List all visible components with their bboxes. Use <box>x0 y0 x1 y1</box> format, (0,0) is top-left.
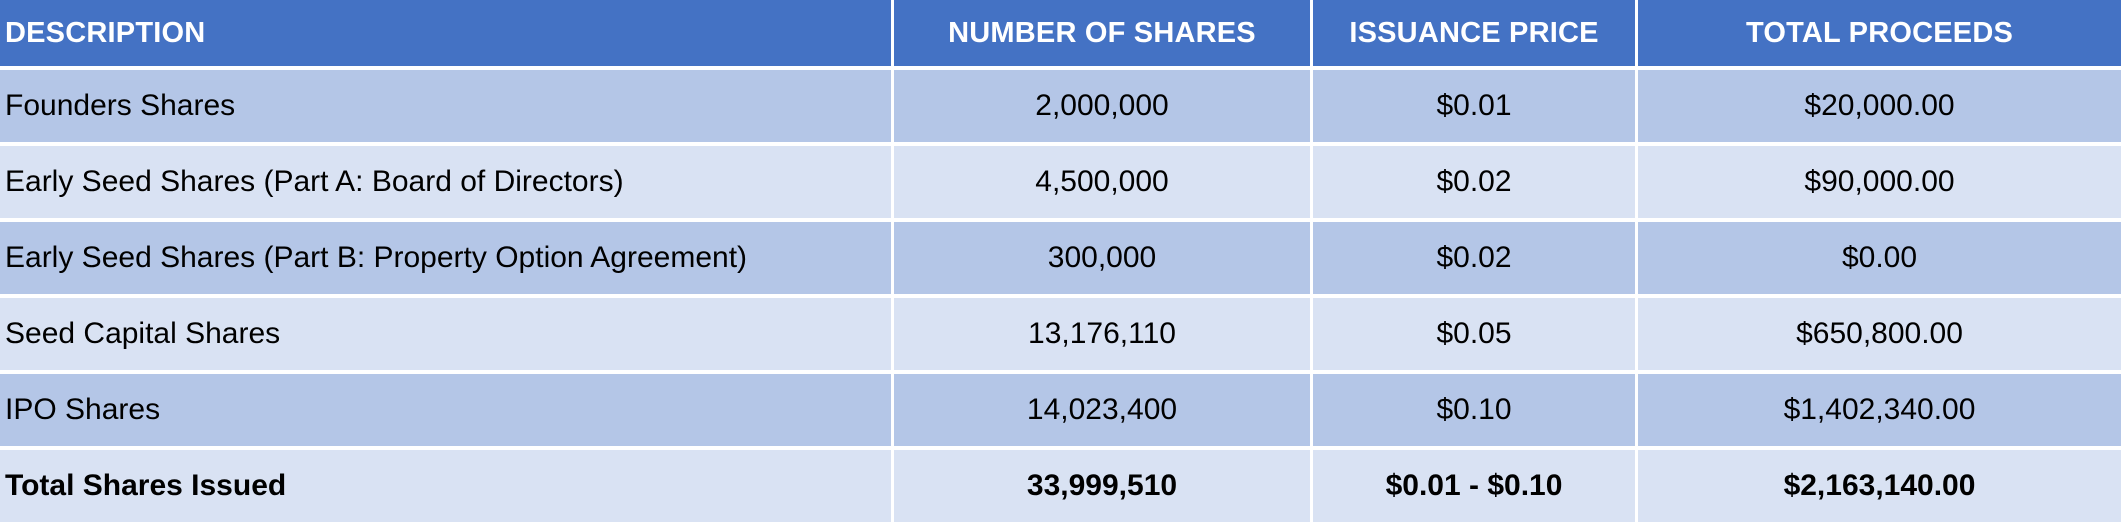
cell-description: Early Seed Shares (Part B: Property Opti… <box>0 222 894 298</box>
table-body: Founders Shares 2,000,000 $0.01 $20,000.… <box>0 70 2121 522</box>
cell-number-of-shares: 14,023,400 <box>894 374 1313 450</box>
cell-number-of-shares: 300,000 <box>894 222 1313 298</box>
cell-issuance-price: $0.05 <box>1313 298 1638 374</box>
cell-description: IPO Shares <box>0 374 894 450</box>
cell-number-of-shares: 2,000,000 <box>894 70 1313 146</box>
total-proceeds: $2,163,140.00 <box>1638 450 2121 522</box>
cell-number-of-shares: 4,500,000 <box>894 146 1313 222</box>
cell-issuance-price: $0.02 <box>1313 222 1638 298</box>
cell-number-of-shares: 13,176,110 <box>894 298 1313 374</box>
table-header: DESCRIPTION NUMBER OF SHARES ISSUANCE PR… <box>0 0 2121 70</box>
cell-description: Early Seed Shares (Part A: Board of Dire… <box>0 146 894 222</box>
cell-total-proceeds: $20,000.00 <box>1638 70 2121 146</box>
cell-issuance-price: $0.02 <box>1313 146 1638 222</box>
cell-issuance-price: $0.10 <box>1313 374 1638 450</box>
header-number-of-shares: NUMBER OF SHARES <box>894 0 1313 70</box>
total-issuance-price: $0.01 - $0.10 <box>1313 450 1638 522</box>
cell-total-proceeds: $650,800.00 <box>1638 298 2121 374</box>
cell-description: Founders Shares <box>0 70 894 146</box>
cell-total-proceeds: $90,000.00 <box>1638 146 2121 222</box>
table-row: Seed Capital Shares 13,176,110 $0.05 $65… <box>0 298 2121 374</box>
header-row: DESCRIPTION NUMBER OF SHARES ISSUANCE PR… <box>0 0 2121 70</box>
table-row: IPO Shares 14,023,400 $0.10 $1,402,340.0… <box>0 374 2121 450</box>
table-row: Founders Shares 2,000,000 $0.01 $20,000.… <box>0 70 2121 146</box>
cell-issuance-price: $0.01 <box>1313 70 1638 146</box>
cell-total-proceeds: $0.00 <box>1638 222 2121 298</box>
header-issuance-price: ISSUANCE PRICE <box>1313 0 1638 70</box>
table-row: Early Seed Shares (Part B: Property Opti… <box>0 222 2121 298</box>
header-total-proceeds: TOTAL PROCEEDS <box>1638 0 2121 70</box>
cell-total-proceeds: $1,402,340.00 <box>1638 374 2121 450</box>
total-description: Total Shares Issued <box>0 450 894 522</box>
total-row: Total Shares Issued 33,999,510 $0.01 - $… <box>0 450 2121 522</box>
total-number-of-shares: 33,999,510 <box>894 450 1313 522</box>
header-description: DESCRIPTION <box>0 0 894 70</box>
table-row: Early Seed Shares (Part A: Board of Dire… <box>0 146 2121 222</box>
cell-description: Seed Capital Shares <box>0 298 894 374</box>
